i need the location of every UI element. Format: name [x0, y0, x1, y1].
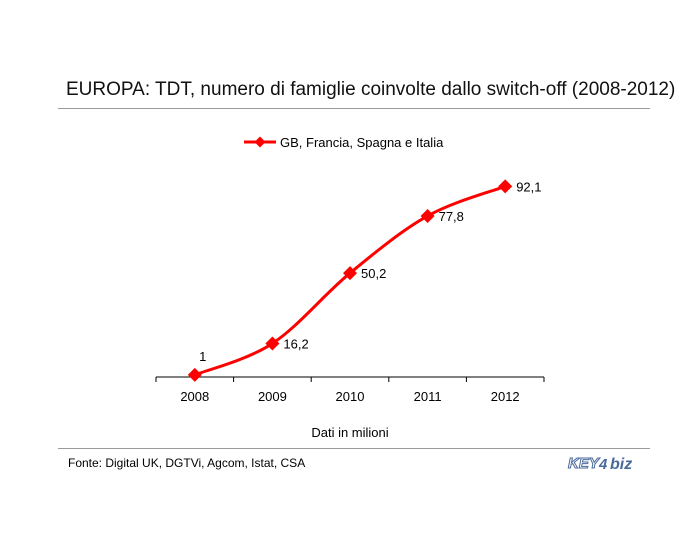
title-divider — [58, 108, 650, 109]
data-label: 50,2 — [361, 266, 386, 281]
x-tick-label: 2011 — [414, 389, 442, 404]
legend-label: GB, Francia, Spagna e Italia — [280, 135, 444, 150]
data-point — [498, 179, 513, 194]
legend-marker — [254, 136, 266, 148]
data-point — [420, 208, 435, 223]
data-point — [265, 336, 280, 351]
x-tick-label: 2012 — [491, 389, 520, 404]
footer-divider — [58, 448, 650, 449]
data-label: 77,8 — [439, 209, 464, 224]
x-tick-label: 2009 — [258, 389, 287, 404]
x-tick-label: 2010 — [336, 389, 365, 404]
source-note: Fonte: Digital UK, DGTVi, Agcom, Istat, … — [68, 456, 306, 470]
svg-text:KEY: KEY — [568, 455, 601, 472]
key4biz-logo: KEY 4 biz — [566, 452, 642, 479]
data-label: 92,1 — [516, 179, 541, 194]
line-chart: 2008 2009 2010 2011 2012 1 16,2 50,2 77,8 92,1 GB,… — [155, 135, 545, 404]
data-label: 16,2 — [283, 336, 308, 351]
data-label: 1 — [199, 349, 206, 364]
data-point — [187, 367, 202, 382]
x-axis-label: Dati in milioni — [311, 425, 389, 440]
svg-text:4: 4 — [598, 456, 608, 473]
svg-text:biz: biz — [610, 456, 632, 473]
x-tick-label: 2008 — [180, 389, 209, 404]
chart-title: EUROPA: TDT, numero di famiglie coinvolt… — [66, 79, 676, 100]
data-point — [343, 266, 357, 281]
